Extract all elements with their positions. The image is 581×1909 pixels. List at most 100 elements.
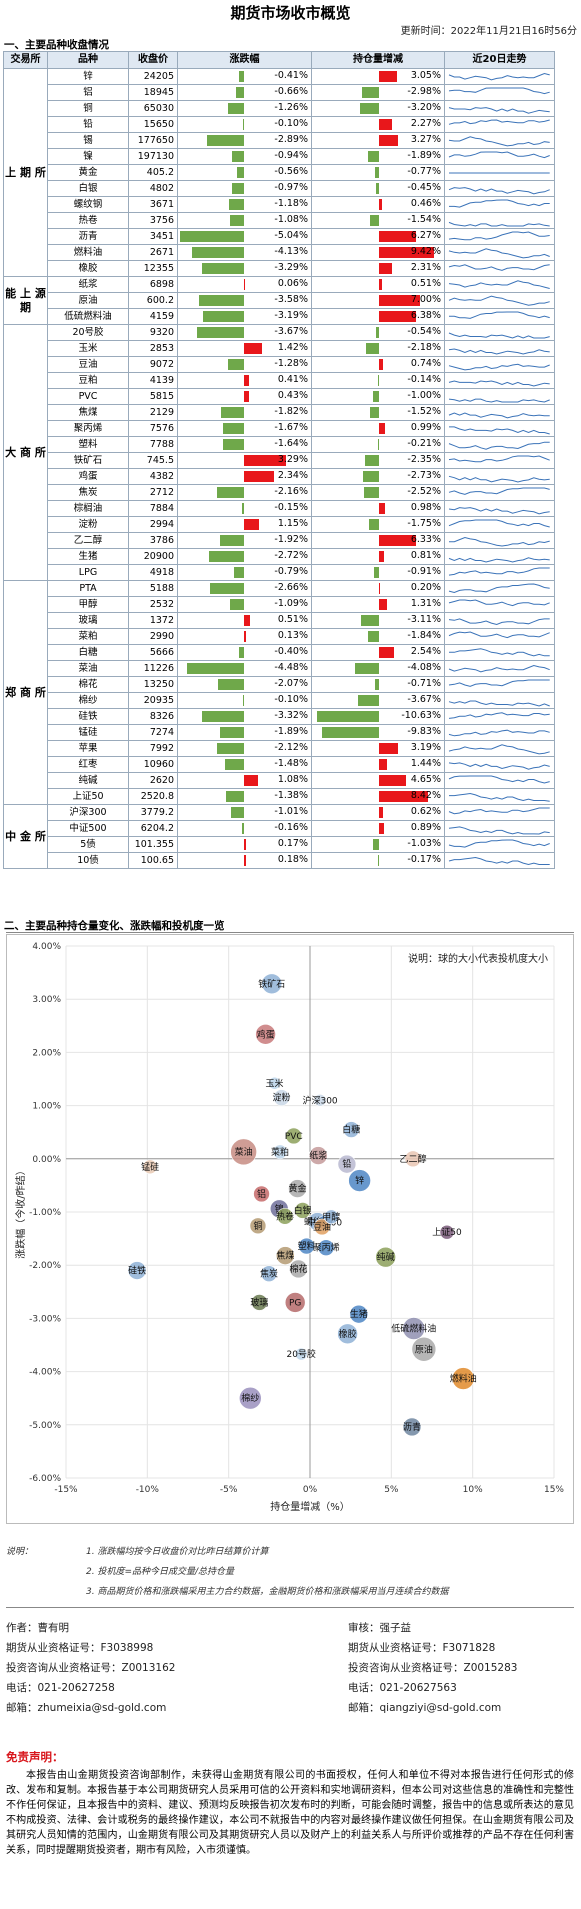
change-cell: -1.92% [177, 532, 312, 549]
col-close: 收盘价 [128, 51, 178, 69]
oi-cell: 6.27% [311, 228, 445, 245]
change-cell: -3.19% [177, 308, 312, 325]
sparkline-path [448, 295, 550, 306]
oi-cell: -0.17% [311, 852, 445, 869]
sparkline [448, 332, 550, 339]
sparkline [448, 106, 550, 114]
product-name: 锌 [47, 68, 129, 85]
oi-cell: 7.00% [311, 292, 445, 309]
change-value: -1.18% [274, 198, 308, 209]
change-bar [203, 311, 244, 322]
change-bar [233, 567, 244, 578]
sparkline-path [448, 230, 550, 240]
sparkline-path [448, 582, 550, 593]
col-exchange: 交易所 [3, 51, 48, 69]
close-price: 5666 [128, 644, 178, 661]
change-cell: -3.29% [177, 260, 312, 277]
oi-bar [379, 71, 397, 82]
quote-table: 交易所 品种 收盘价 涨跌幅 持仓量增减 近20日走势 上 期 所锌 24205 -… [3, 51, 555, 869]
close-price: 13250 [128, 676, 178, 693]
y-tick-label: -3.00% [29, 1314, 61, 1324]
change-value: -0.10% [274, 694, 308, 705]
change-bar [241, 823, 244, 834]
sparkline [448, 150, 550, 158]
sparkline-path [448, 106, 550, 114]
page-title: 期货市场收市概览 [230, 4, 351, 22]
trend-cell [444, 564, 555, 581]
sparkline [448, 487, 550, 495]
product-name: 铁矿石 [47, 452, 129, 469]
sparkline [448, 221, 550, 227]
change-value: -2.89% [274, 134, 308, 145]
bubble [127, 1261, 147, 1280]
table-row: 10债 100.65 0.18% -0.17% [4, 852, 555, 869]
table-row: 焦炭 2712 -2.16% -2.52% [4, 484, 555, 501]
change-value: -3.67% [274, 326, 308, 337]
change-value: -1.26% [274, 102, 308, 113]
change-bar [244, 839, 247, 850]
trend-cell [444, 404, 555, 421]
bubble [349, 1304, 369, 1324]
oi-cell: -0.45% [311, 180, 445, 197]
table-row: 铁矿石 745.5 3.29% -2.35% [4, 452, 555, 469]
change-value: 2.34% [277, 470, 308, 481]
exchange-cell: 大 商 所 [3, 324, 48, 581]
change-cell: -2.72% [177, 548, 312, 565]
bubble [275, 1246, 295, 1265]
table-row: 低硫燃料油 4159 -3.19% 6.38% [4, 308, 555, 325]
change-cell: -1.09% [177, 596, 312, 613]
close-price: 8326 [128, 708, 178, 725]
change-cell: -0.10% [177, 116, 312, 133]
change-cell: -2.66% [177, 580, 312, 597]
oi-cell: 1.31% [311, 596, 445, 613]
sparkline-path [449, 311, 550, 319]
close-price: 65030 [128, 100, 178, 117]
oi-bar [379, 743, 398, 754]
exchange-cell: 能 上 源 期 [3, 276, 48, 325]
oi-bar [378, 375, 379, 386]
close-price: 5188 [128, 580, 178, 597]
close-price: 6204.2 [128, 820, 178, 837]
oi-bar [379, 583, 381, 594]
oi-bar [378, 855, 379, 866]
product-name: 铅 [47, 116, 129, 133]
sparkline-path [448, 856, 550, 865]
bubble [255, 1024, 276, 1045]
y-axis-label: 涨跌幅（今收/昨结） [14, 1165, 27, 1258]
sparkline-path [449, 425, 550, 434]
bubble-label: 聚丙烯 [313, 1242, 340, 1254]
close-price: 2520.8 [128, 788, 178, 805]
oi-cell: 2.54% [311, 644, 445, 661]
product-name: 5债 [47, 836, 129, 853]
y-tick-label: 1.00% [32, 1102, 61, 1112]
change-value: 3.29% [277, 454, 308, 465]
product-name: 低硫燃料油 [47, 308, 129, 325]
table-row: 玻璃 1372 0.51% -3.11% [4, 612, 555, 629]
bubble-label: 玉米 [266, 1077, 284, 1089]
reviewer-block: 审核：强子益 期货从业资格证号：F3071828 投资咨询从业资格证号：Z001… [348, 1618, 517, 1718]
update-time: 更新时间：2022年11月21日16时56分 [400, 26, 577, 37]
change-bar [231, 183, 244, 194]
oi-value: -0.17% [407, 854, 441, 865]
reviewer-name: 审核：强子益 [348, 1622, 411, 1634]
disclaimer-text: 本报告由山金期货投资咨询部制作，未获得山金期货有限公司的书面授权，任何人和单位不… [6, 1770, 574, 1856]
oi-value: -0.14% [407, 374, 441, 385]
oi-value: -4.08% [407, 662, 441, 673]
oi-cell: -0.54% [311, 324, 445, 341]
bubble [260, 1265, 278, 1283]
oi-value: 0.81% [410, 550, 441, 561]
change-cell: -1.28% [177, 356, 312, 373]
sparkline [449, 311, 550, 319]
sparkline-path [448, 567, 550, 576]
table-row: 5债 101.355 0.17% -1.03% [4, 836, 555, 853]
sparkline-path [448, 807, 550, 814]
oi-cell: -2.52% [311, 484, 445, 501]
change-bar [180, 231, 244, 242]
bubble-label: 豆油 [313, 1221, 331, 1233]
table-row: 红枣 10960 -1.48% 1.44% [4, 756, 555, 773]
trend-cell [444, 836, 555, 853]
change-cell: -1.67% [177, 420, 312, 437]
bubble-label: 上证50 [432, 1227, 462, 1238]
sparkline-path [448, 263, 550, 271]
sparkline [448, 556, 550, 563]
